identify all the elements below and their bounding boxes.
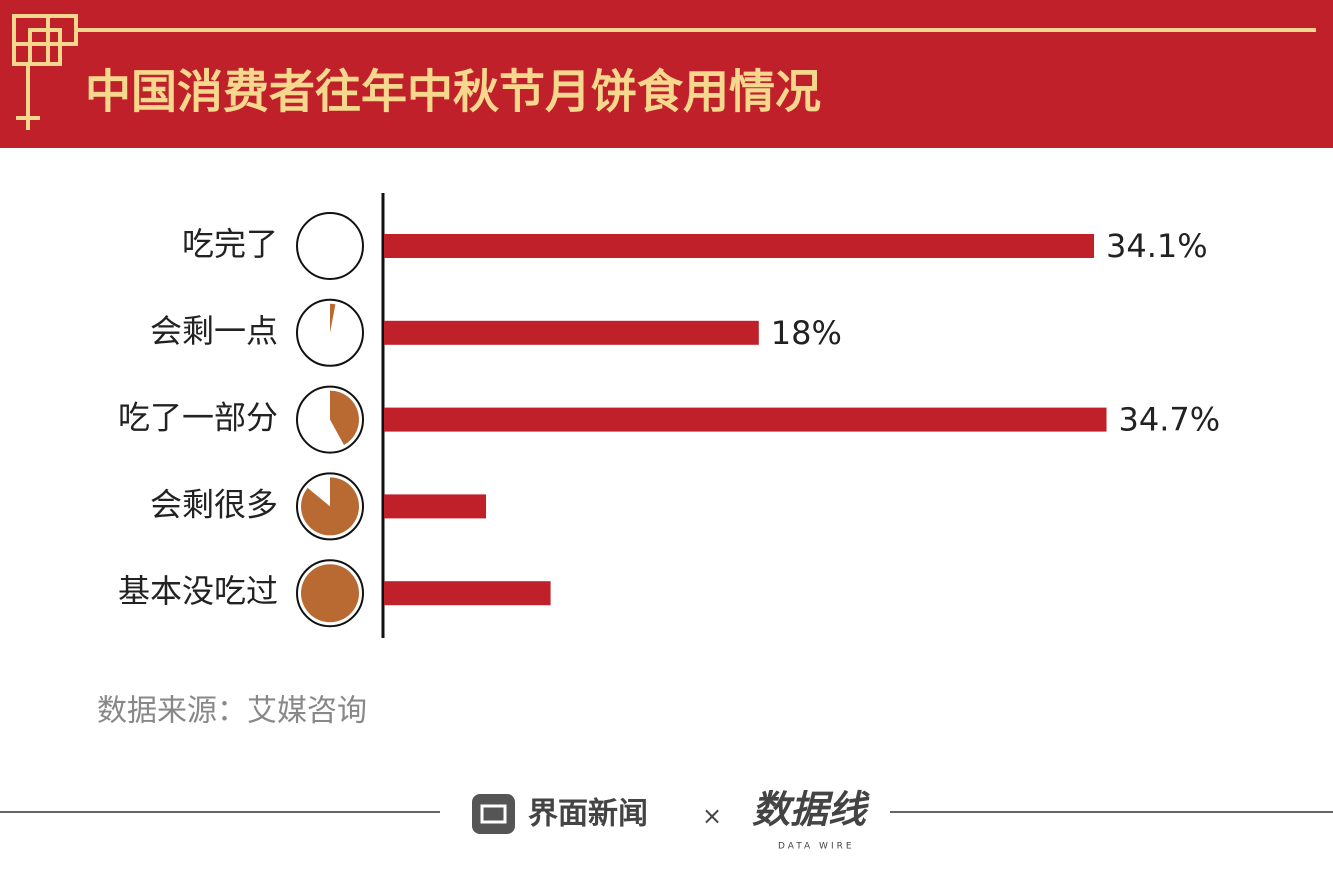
category-label: 吃完了 [182, 225, 278, 263]
icon-fill [301, 477, 359, 536]
icon-ring [296, 212, 364, 280]
header-band [0, 0, 1333, 148]
category-label: 会剩一点 [150, 312, 278, 350]
bar [384, 320, 759, 345]
icon-fill [330, 390, 360, 446]
header-ornament [12, 14, 1316, 130]
value-label: 34.1% [1106, 227, 1208, 265]
bar [384, 581, 551, 606]
footer-logo-sub: DATA WIRE [778, 842, 855, 852]
category-label: 吃了一部分 [118, 399, 278, 437]
brand-icon [472, 794, 515, 834]
brand-icon-inner [480, 804, 507, 824]
value-label: 18% [771, 314, 842, 352]
icon-fill [301, 564, 359, 623]
bar [384, 234, 1095, 258]
category-label: 基本没吃过 [118, 572, 278, 610]
category-label: 会剩很多 [150, 485, 278, 523]
bar [384, 407, 1107, 432]
footer-logo: 数据线 [752, 788, 870, 832]
icon-fill [330, 303, 336, 333]
value-label: 34.7% [1119, 401, 1221, 439]
chart-title: 中国消费者往年中秋节月饼食用情况 [85, 65, 821, 119]
footer-separator: × [702, 802, 722, 830]
bar [384, 494, 487, 519]
source-note: 数据来源：艾媒咨询 [97, 694, 367, 729]
footer-brand: 界面新闻 [528, 797, 648, 832]
